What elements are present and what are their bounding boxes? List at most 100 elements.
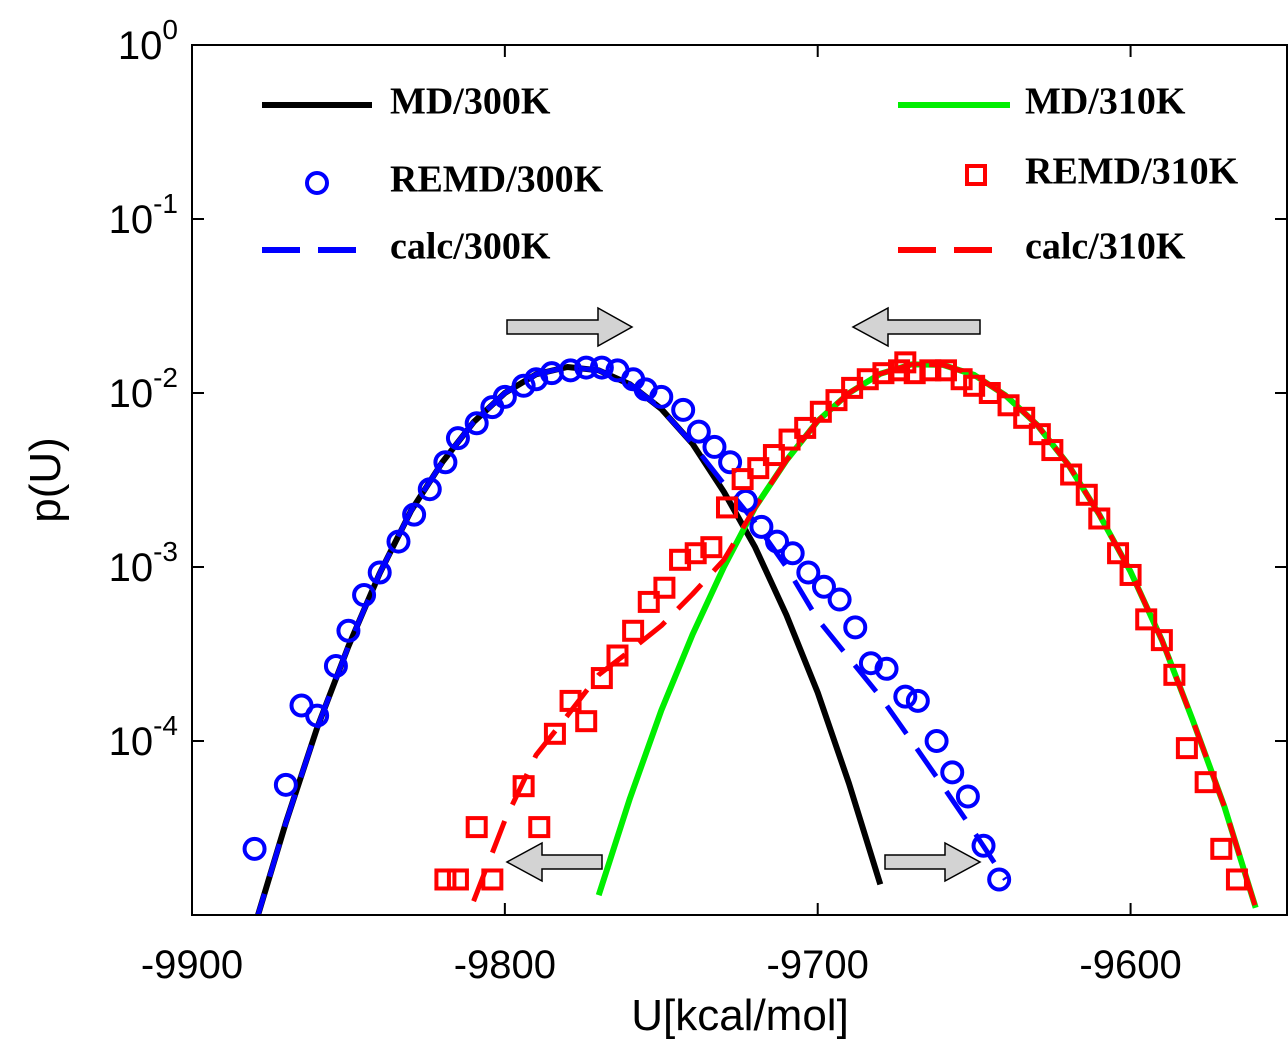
data-point [434,868,457,891]
data-point [686,419,711,444]
data-point [919,359,942,382]
data-point [511,373,536,398]
data-point [749,514,774,539]
data-point [433,450,458,475]
y-tick-label: 10-2 [109,362,178,416]
data-point [809,400,832,423]
data-point [336,618,361,643]
data-point [971,833,996,858]
arrow-right [884,841,982,883]
data-point [684,542,707,565]
data-point [305,703,330,728]
data-point [780,541,805,566]
data-point [1013,406,1036,429]
data-point [558,358,583,383]
series-line [255,364,1008,915]
arrow-left [505,841,603,883]
legend-label: calc/300K [390,226,551,268]
y-tick-label: 100 [118,14,178,68]
data-point [445,426,470,451]
data-point [940,760,965,785]
data-point [1041,439,1064,462]
data-point [955,784,980,809]
y-tick-label: 10-4 [109,710,178,764]
data-point [590,667,613,690]
data-point [987,867,1012,892]
data-point [858,651,883,676]
arrows [505,306,982,883]
legend: MD/300K REMD/300K calc/300K MD/310K REMD/310… [262,81,1239,268]
data-point [893,684,918,709]
data-point [762,444,785,467]
data-point [606,644,629,667]
data-point [465,816,488,839]
data-point [481,868,504,891]
data-point [671,397,696,422]
data-point [589,355,614,380]
legend-label: calc/310K [1025,226,1186,268]
data-point [417,477,442,502]
y-tick-label: 10-3 [109,536,178,590]
data-point [856,368,879,391]
data-point [825,389,848,412]
arrow-right [506,306,634,348]
arrow-left [851,306,981,348]
data-point [1119,563,1142,586]
data-point [1060,463,1083,486]
data-point [811,574,836,599]
x-tick-label: -9900 [141,943,243,987]
data-point [827,587,852,612]
data-point [765,529,790,554]
data-point [1194,771,1217,794]
data-point [528,816,551,839]
data-point [492,384,517,409]
data-point [323,653,348,678]
data-point [950,368,973,391]
data-point [637,590,660,613]
legend-label: MD/300K [390,81,551,123]
data-point [669,548,692,571]
data-point [273,772,298,797]
data-point [622,619,645,642]
data-point [559,689,582,712]
data-point [796,560,821,585]
data-point [843,615,868,640]
data-point [874,656,899,681]
data-point [700,536,723,559]
data-point [575,710,598,733]
y-tick-label: 10-1 [109,188,178,242]
data-point [1210,837,1233,860]
data-point [242,836,267,861]
data-point [1163,663,1186,686]
data-point [446,868,469,891]
data-point [965,164,987,186]
data-point [1150,629,1173,652]
x-tick-label: -9600 [1079,943,1181,987]
data-point [649,384,674,409]
data-point [747,457,770,480]
legend-label: MD/310K [1025,81,1186,123]
data-point [367,560,392,585]
data-point [872,362,895,385]
data-point [794,416,817,439]
plot-area [242,351,1259,915]
data-point [778,428,801,451]
data-point [464,411,489,436]
data-point [386,529,411,554]
data-point [1107,542,1130,565]
data-point [512,775,535,798]
data-point [653,576,676,599]
data-point [352,583,377,608]
data-point [905,688,930,713]
x-axis-label: U[kcal/mol] [631,991,849,1040]
data-point [1175,737,1198,760]
legend-label: REMD/300K [390,159,604,201]
data-point [715,496,738,519]
legend-label: REMD/310K [1025,151,1239,193]
data-point [574,355,599,380]
data-point [402,502,427,527]
data-point [924,729,949,753]
